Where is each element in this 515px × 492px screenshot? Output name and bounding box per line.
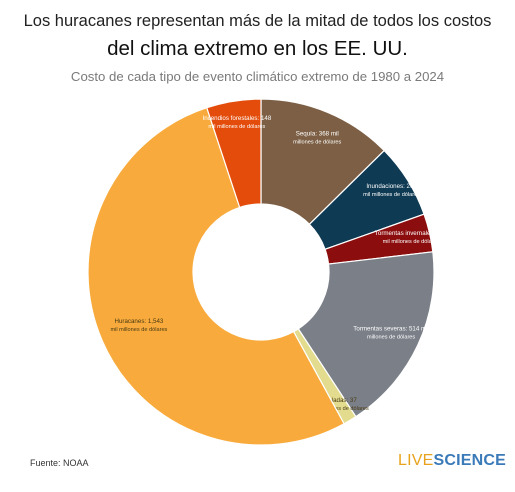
slice-label-tormentas-invernales: Tormentas invernales: 104: [375, 230, 448, 237]
slice-sublabel-tormentas-invernales: mil millones de dólares: [383, 239, 440, 245]
slice-label-heladas: Heladas: 37: [324, 397, 358, 404]
slice-sublabel-sequia: millones de dólares: [293, 140, 341, 146]
slice-sublabel-incendios-forestales: mil millones de dólares: [208, 124, 265, 130]
slice-sublabel-heladas: mil millones de dólares: [312, 406, 369, 412]
logo-part-science: SCIENCE: [433, 452, 507, 469]
slice-sublabel-inundaciones: mil millones de dólares: [363, 192, 420, 198]
slice-incendios-forestales: [206, 98, 262, 209]
slice-huracanes: [87, 106, 345, 446]
chart-title-line1: Los huracanes representan más de la mita…: [23, 12, 492, 30]
livescience-logo: LIVESCIENCE: [398, 452, 506, 470]
slice-sublabel-tormentas-severas: millones de dólares: [367, 335, 415, 341]
slice-sublabel-huracanes: mil millones de dólares: [110, 327, 167, 333]
chart-subtitle: Costo de cada tipo de evento climático e…: [70, 69, 445, 84]
source-note: Fuente: NOAA: [30, 458, 89, 468]
slice-label-tormentas-severas: Tormentas severas: 514 mil: [353, 326, 429, 333]
logo-part-live: LIVE: [398, 452, 434, 469]
slice-label-incendios-forestales: Incendios forestales: 148: [202, 115, 271, 122]
slice-tormentas-severas: [297, 251, 435, 418]
slice-label-inundaciones: Inundaciones: 203: [366, 183, 417, 190]
chart-title-line2: del clima extremo en los EE. UU.: [107, 37, 408, 60]
slice-sequia: [260, 98, 386, 226]
slice-label-huracanes: Huracanes: 1,543: [114, 318, 163, 325]
slice-label-sequia: Sequía: 368 mil: [296, 131, 339, 138]
